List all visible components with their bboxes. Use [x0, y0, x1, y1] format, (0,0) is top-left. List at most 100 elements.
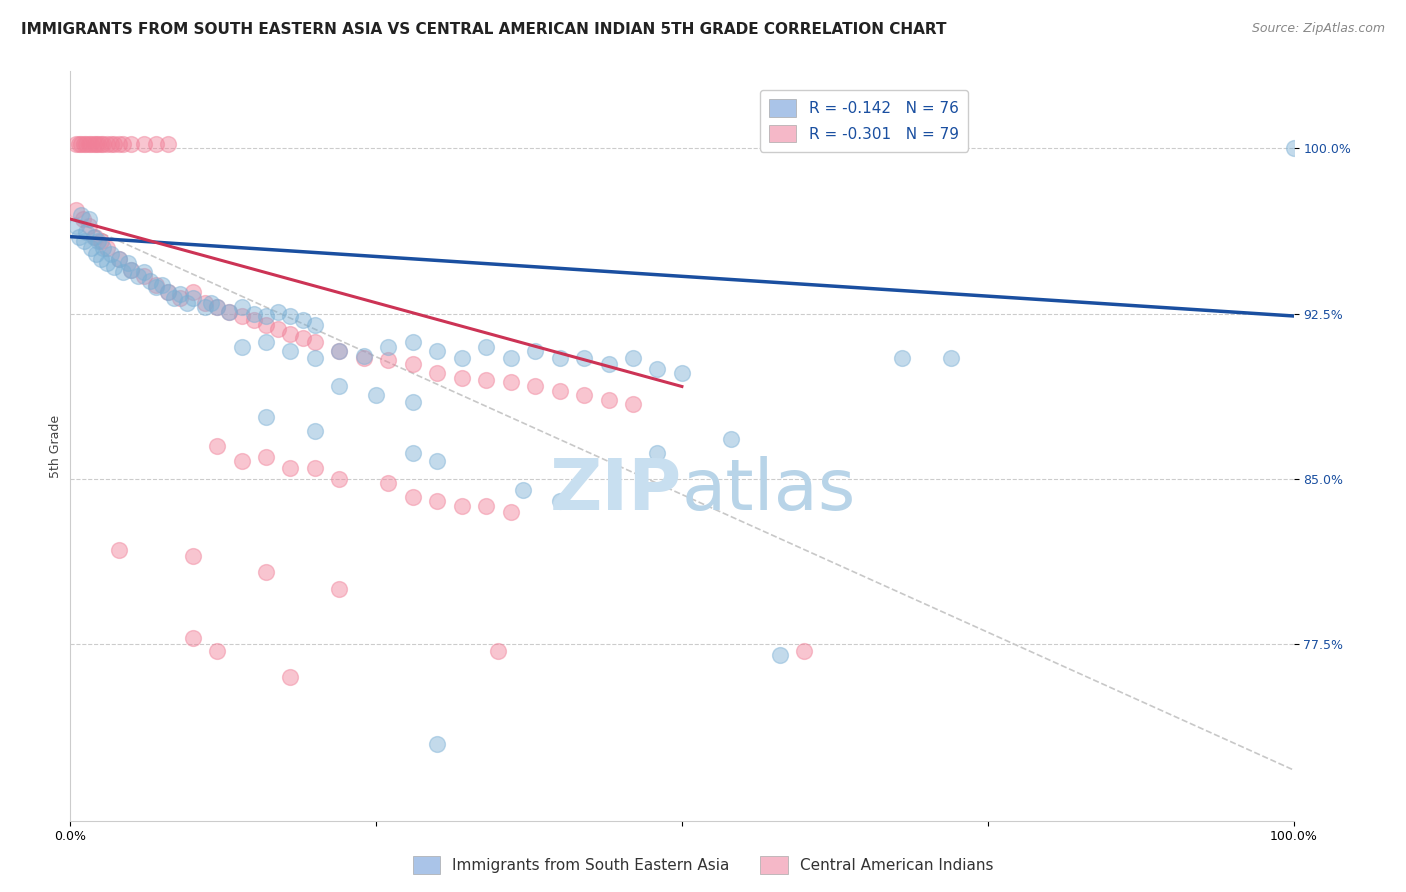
Point: [254, 565, 277, 579]
Point: [291, 331, 314, 345]
Point: [426, 344, 449, 359]
Point: [100, 247, 122, 261]
Point: [548, 351, 571, 365]
Point: [353, 349, 375, 363]
Point: [176, 295, 198, 310]
Text: IMMIGRANTS FROM SOUTH EASTERN ASIA VS CENTRAL AMERICAN INDIAN 5TH GRADE CORRELAT: IMMIGRANTS FROM SOUTH EASTERN ASIA VS CE…: [21, 22, 946, 37]
Point: [598, 358, 620, 372]
Point: [291, 313, 314, 327]
Point: [121, 262, 143, 277]
Point: [402, 490, 425, 504]
Point: [426, 454, 449, 468]
Point: [80, 137, 103, 152]
Point: [280, 326, 302, 341]
Point: [720, 433, 742, 447]
Point: [121, 137, 143, 152]
Point: [96, 241, 118, 255]
Point: [475, 340, 498, 354]
Point: [103, 260, 125, 275]
Point: [73, 234, 96, 248]
Point: [598, 392, 620, 407]
Point: [205, 644, 228, 658]
Point: [218, 304, 240, 318]
Point: [450, 370, 472, 384]
Point: [402, 358, 425, 372]
Point: [328, 344, 350, 359]
Point: [499, 375, 522, 389]
Point: [621, 351, 644, 365]
Point: [205, 300, 228, 314]
Point: [83, 137, 105, 152]
Point: [218, 304, 240, 318]
Point: [524, 379, 547, 393]
Point: [524, 344, 547, 359]
Point: [181, 291, 204, 305]
Point: [243, 313, 266, 327]
Point: [181, 285, 204, 299]
Point: [426, 366, 449, 380]
Point: [103, 137, 125, 152]
Point: [83, 229, 105, 244]
Point: [127, 269, 149, 284]
Point: [280, 461, 302, 475]
Point: [426, 494, 449, 508]
Point: [377, 476, 399, 491]
Point: [181, 631, 204, 645]
Point: [90, 252, 112, 266]
Point: [145, 137, 167, 152]
Point: [169, 291, 191, 305]
Point: [267, 322, 290, 336]
Point: [96, 256, 118, 270]
Point: [280, 344, 302, 359]
Point: [181, 549, 204, 564]
Point: [254, 309, 277, 323]
Point: [328, 344, 350, 359]
Point: [254, 335, 277, 350]
Point: [304, 318, 326, 332]
Point: [75, 225, 97, 239]
Point: [402, 445, 425, 459]
Text: atlas: atlas: [682, 457, 856, 525]
Point: [512, 483, 534, 497]
Point: [254, 410, 277, 425]
Point: [205, 439, 228, 453]
Point: [891, 351, 914, 365]
Point: [139, 274, 162, 288]
Point: [77, 212, 100, 227]
Point: [157, 285, 180, 299]
Point: [304, 351, 326, 365]
Point: [111, 265, 134, 279]
Point: [328, 472, 350, 486]
Point: [475, 373, 498, 387]
Point: [647, 362, 669, 376]
Point: [132, 269, 155, 284]
Point: [108, 137, 131, 152]
Point: [67, 137, 90, 152]
Point: [75, 137, 97, 152]
Point: [163, 291, 186, 305]
Point: [72, 212, 94, 227]
Point: [87, 234, 110, 248]
Point: [132, 137, 155, 152]
Point: [548, 384, 571, 398]
Point: [939, 351, 962, 365]
Point: [84, 137, 107, 152]
Point: [426, 737, 449, 751]
Point: [121, 262, 143, 277]
Point: [254, 450, 277, 464]
Point: [91, 137, 114, 152]
Point: [194, 300, 217, 314]
Point: [169, 287, 191, 301]
Point: [647, 445, 669, 459]
Point: [572, 388, 595, 402]
Point: [231, 454, 253, 468]
Point: [100, 137, 122, 152]
Point: [231, 309, 253, 323]
Point: [65, 137, 87, 152]
Point: [67, 229, 90, 244]
Point: [91, 241, 114, 255]
Point: [77, 219, 100, 233]
Point: [402, 335, 425, 350]
Point: [90, 137, 112, 152]
Point: [450, 499, 472, 513]
